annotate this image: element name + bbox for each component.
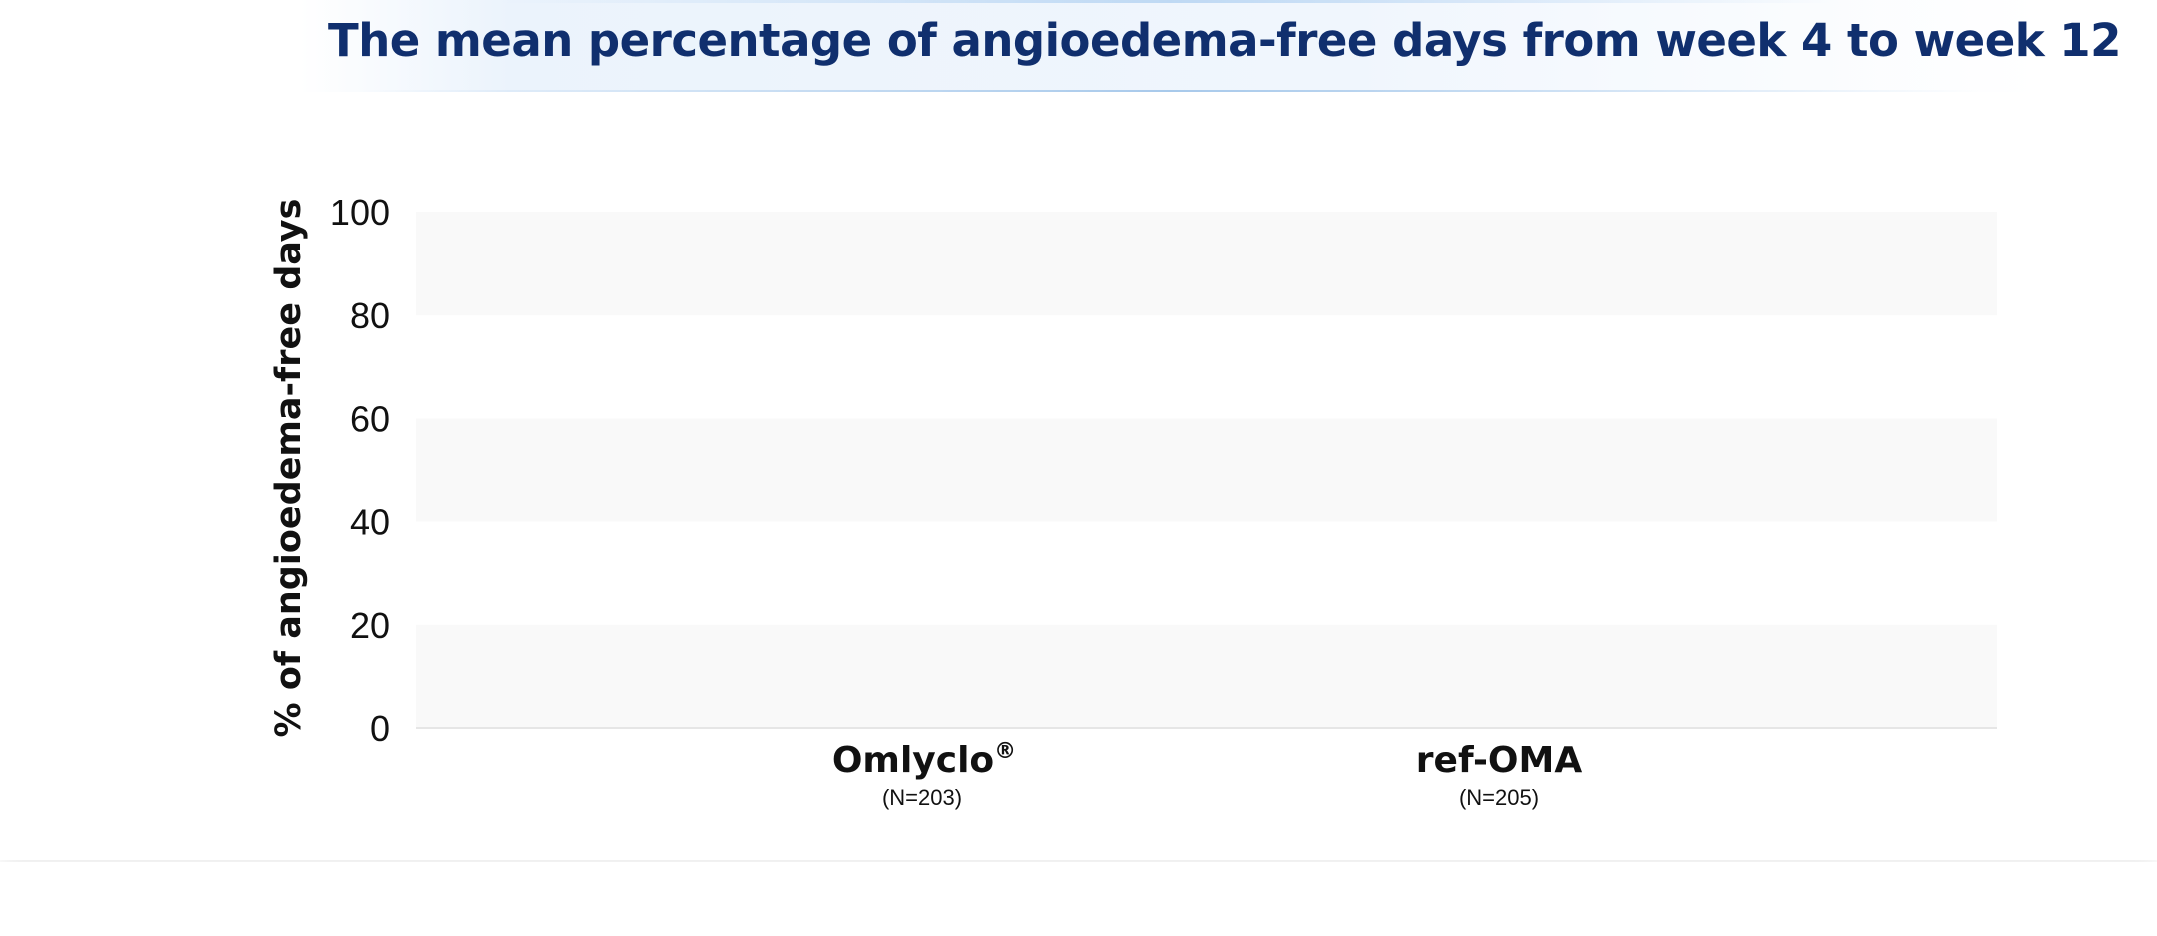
category-n-label: (N=203) bbox=[882, 785, 962, 810]
page-background bbox=[0, 862, 2157, 936]
category-label: ref-OMA bbox=[1416, 740, 1583, 781]
y-axis-label: % of angioedema-free days bbox=[269, 199, 309, 738]
y-tick-label: 20 bbox=[350, 605, 390, 646]
y-tick-label: 60 bbox=[350, 398, 390, 439]
grid-band bbox=[416, 418, 1997, 522]
y-tick-label: 40 bbox=[350, 502, 390, 543]
bar-chart: 0 20 40 60 80 100 % of angioedema-free days Oml… bbox=[269, 192, 1997, 810]
grid-band bbox=[416, 212, 1997, 316]
category-label: Omlyclo® bbox=[832, 739, 1016, 781]
grid-band bbox=[416, 624, 1997, 728]
registered-mark: ® bbox=[994, 739, 1016, 764]
y-tick-label: 100 bbox=[330, 192, 390, 233]
y-tick-label: 0 bbox=[370, 708, 390, 749]
title-band bbox=[300, 0, 2040, 92]
category-n-label: (N=205) bbox=[1459, 785, 1539, 810]
y-tick-label: 80 bbox=[350, 295, 390, 336]
chart-title: The mean percentage of angioedema-free d… bbox=[328, 14, 2121, 67]
